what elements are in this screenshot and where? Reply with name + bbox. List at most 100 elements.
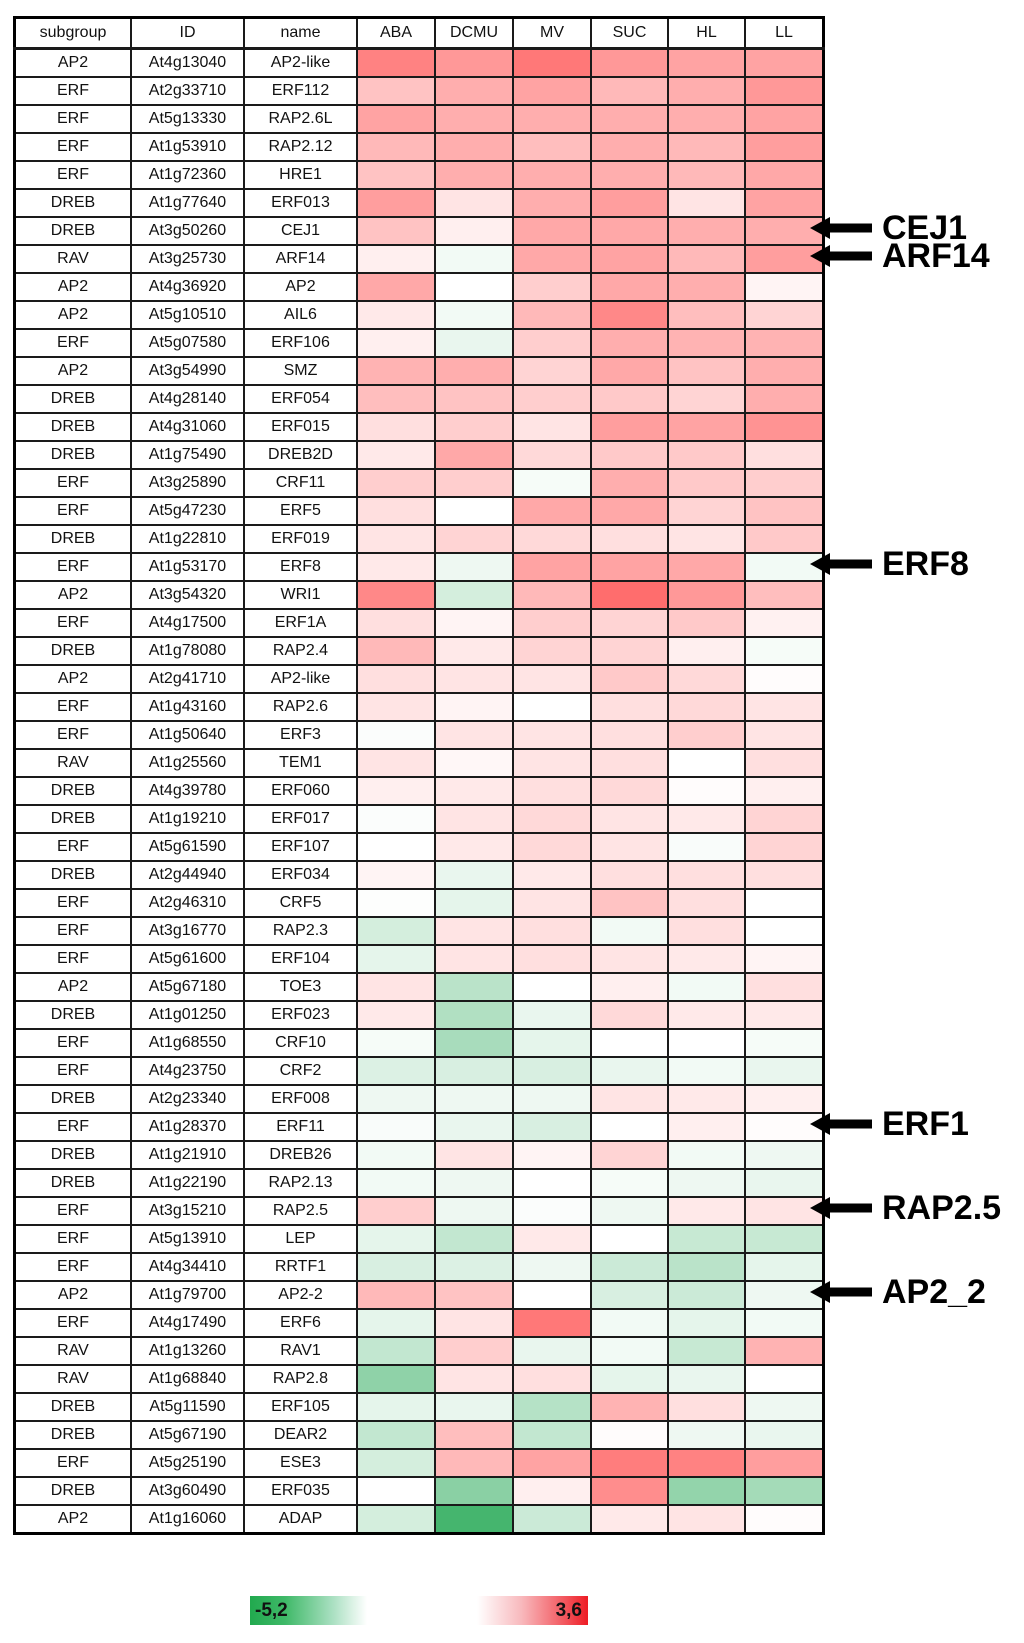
row-subgroup-cell: ERF — [13, 328, 132, 358]
table-row: DREB At1g21910 DREB26 — [13, 1140, 825, 1170]
heatmap-cell-HL — [667, 832, 746, 862]
heatmap-cell-LL — [744, 300, 825, 330]
row-subgroup-cell: AP2 — [13, 1504, 132, 1535]
heatmap-cell-HL — [667, 580, 746, 610]
heatmap-cell-LL — [744, 1084, 825, 1114]
heatmap-cell-HL — [667, 552, 746, 582]
table-row: AP2 At4g36920 AP2 — [13, 272, 825, 302]
heatmap-cell-DCMU — [434, 1280, 514, 1310]
row-id-cell: At3g25730 — [130, 244, 245, 274]
heatmap-cell-MV — [512, 1084, 592, 1114]
heatmap-cell-DCMU — [434, 1392, 514, 1422]
heatmap-cell-HL — [667, 47, 746, 78]
heatmap-cell-ABA — [356, 636, 436, 666]
heatmap-cell-MV — [512, 664, 592, 694]
heatmap-cell-ABA — [356, 552, 436, 582]
heatmap-cell-HL — [667, 440, 746, 470]
row-id-cell: At4g28140 — [130, 384, 245, 414]
table-row: ERF At1g53910 RAP2.12 — [13, 132, 825, 162]
heatmap-cell-MV — [512, 860, 592, 890]
heatmap-cell-SUC — [590, 1476, 669, 1506]
heatmap-cell-MV — [512, 328, 592, 358]
row-subgroup-cell: AP2 — [13, 972, 132, 1002]
table-row: ERF At1g53170 ERF8 — [13, 552, 825, 582]
row-name-cell: RAP2.5 — [243, 1196, 358, 1226]
row-subgroup-cell: DREB — [13, 1084, 132, 1114]
heatmap-cell-ABA — [356, 692, 436, 722]
heatmap-cell-DCMU — [434, 1112, 514, 1142]
heatmap-cell-DCMU — [434, 160, 514, 190]
row-name-cell: ERF023 — [243, 1000, 358, 1030]
heatmap-cell-SUC — [590, 496, 669, 526]
row-id-cell: At1g68550 — [130, 1028, 245, 1058]
row-subgroup-cell: DREB — [13, 1420, 132, 1450]
heatmap-cell-DCMU — [434, 300, 514, 330]
row-id-cell: At4g17490 — [130, 1308, 245, 1338]
row-id-cell: At1g72360 — [130, 160, 245, 190]
heatmap-cell-ABA — [356, 300, 436, 330]
heatmap-cell-MV — [512, 972, 592, 1002]
annotation-label: CEJ1 — [882, 209, 968, 247]
heatmap-cell-LL — [744, 160, 825, 190]
row-subgroup-cell: DREB — [13, 412, 132, 442]
heatmap-cell-ABA — [356, 580, 436, 610]
heatmap-cell-LL — [744, 216, 825, 246]
heatmap-cell-MV — [512, 160, 592, 190]
heatmap-cell-ABA — [356, 524, 436, 554]
heatmap-cell-DCMU — [434, 804, 514, 834]
heatmap-cell-SUC — [590, 356, 669, 386]
heatmap-cell-HL — [667, 1168, 746, 1198]
row-id-cell: At1g28370 — [130, 1112, 245, 1142]
row-subgroup-cell: DREB — [13, 776, 132, 806]
left-arrow-icon — [810, 245, 872, 267]
heatmap-cell-ABA — [356, 1252, 436, 1282]
row-subgroup-cell: ERF — [13, 1252, 132, 1282]
heatmap-cell-SUC — [590, 47, 669, 78]
row-subgroup-cell: AP2 — [13, 580, 132, 610]
heatmap-cell-HL — [667, 1224, 746, 1254]
table-row: AP2 At5g10510 AIL6 — [13, 300, 825, 330]
table-row: AP2 At5g67180 TOE3 — [13, 972, 825, 1002]
heatmap-cell-ABA — [356, 1336, 436, 1366]
row-name-cell: ERF8 — [243, 552, 358, 582]
table-row: ERF At3g15210 RAP2.5 — [13, 1196, 825, 1226]
row-subgroup-cell: DREB — [13, 1392, 132, 1422]
row-name-cell: ERF1A — [243, 608, 358, 638]
heatmap-cell-SUC — [590, 1028, 669, 1058]
heatmap-cell-HL — [667, 720, 746, 750]
heatmap-cell-SUC — [590, 580, 669, 610]
table-row: ERF At1g68550 CRF10 — [13, 1028, 825, 1058]
annotation-label: ERF8 — [882, 545, 969, 583]
row-name-cell: RAP2.6 — [243, 692, 358, 722]
row-id-cell: At1g53910 — [130, 132, 245, 162]
row-name-cell: ERF034 — [243, 860, 358, 890]
heatmap-cell-SUC — [590, 608, 669, 638]
row-id-cell: At4g23750 — [130, 1056, 245, 1086]
heatmap-cell-DCMU — [434, 524, 514, 554]
heatmap-cell-LL — [744, 1028, 825, 1058]
table-row: AP2 At3g54320 WRI1 — [13, 580, 825, 610]
heatmap-cell-SUC — [590, 1196, 669, 1226]
annotation-CEJ1: CEJ1 — [810, 211, 967, 245]
row-id-cell: At5g67180 — [130, 972, 245, 1002]
row-name-cell: AP2-2 — [243, 1280, 358, 1310]
heatmap-cell-ABA — [356, 748, 436, 778]
heatmap-cell-SUC — [590, 1168, 669, 1198]
row-subgroup-cell: AP2 — [13, 356, 132, 386]
heatmap-cell-ABA — [356, 328, 436, 358]
heatmap-cell-LL — [744, 1336, 825, 1366]
heatmap-cell-ABA — [356, 104, 436, 134]
row-subgroup-cell: RAV — [13, 1336, 132, 1366]
heatmap-cell-SUC — [590, 944, 669, 974]
heatmap-cell-ABA — [356, 1308, 436, 1338]
row-subgroup-cell: ERF — [13, 1308, 132, 1338]
row-id-cell: At1g50640 — [130, 720, 245, 750]
heatmap-cell-HL — [667, 384, 746, 414]
row-id-cell: At5g61590 — [130, 832, 245, 862]
table-row: ERF At5g61590 ERF107 — [13, 832, 825, 862]
heatmap-cell-MV — [512, 1000, 592, 1030]
row-id-cell: At5g67190 — [130, 1420, 245, 1450]
heatmap-cell-HL — [667, 1112, 746, 1142]
heatmap-cell-ABA — [356, 860, 436, 890]
heatmap-cell-HL — [667, 636, 746, 666]
